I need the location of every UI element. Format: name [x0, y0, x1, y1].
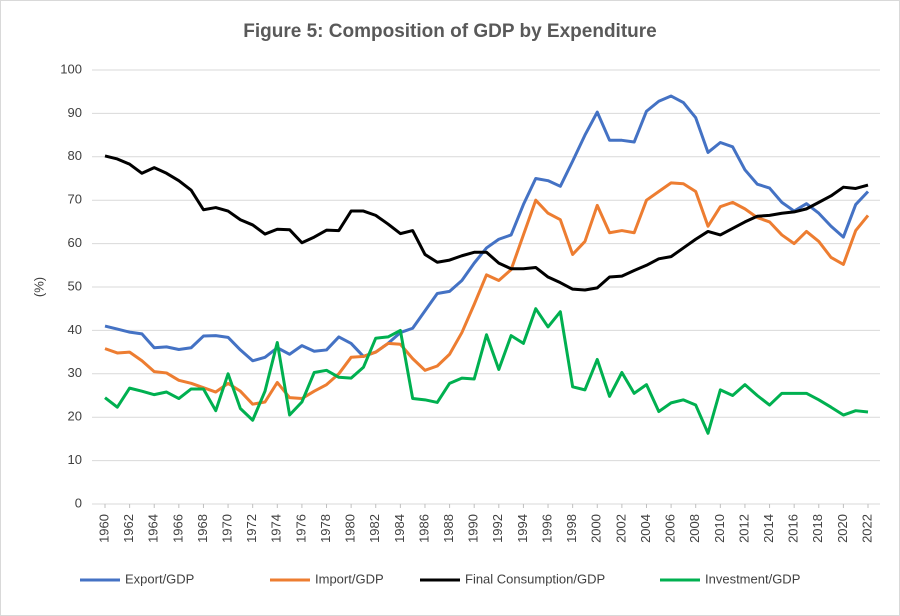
- x-tick-label: 1978: [318, 514, 333, 543]
- x-tick-label: 2016: [786, 514, 801, 543]
- x-tick-label: 2006: [663, 514, 678, 543]
- x-tick-label: 1960: [96, 514, 111, 543]
- x-tick-label: 1970: [220, 514, 235, 543]
- x-tick-label: 1996: [539, 514, 554, 543]
- x-tick-label: 2022: [859, 514, 874, 543]
- x-tick-label: 1982: [367, 514, 382, 543]
- x-tick-label: 2010: [712, 514, 727, 543]
- x-tick-label: 1984: [392, 514, 407, 543]
- series-line: [104, 307, 869, 435]
- x-tick-label: 1986: [416, 514, 431, 543]
- x-tick-label: 2002: [613, 514, 628, 543]
- y-tick-label: 60: [68, 235, 82, 250]
- y-tick-label: 40: [68, 322, 82, 337]
- x-tick-label: 1974: [269, 514, 284, 543]
- chart-title: Figure 5: Composition of GDP by Expendit…: [243, 21, 656, 42]
- x-tick-label: 1966: [170, 514, 185, 543]
- y-tick-label: 30: [68, 365, 82, 380]
- y-tick-label: 70: [68, 192, 82, 207]
- y-tick-label: 0: [75, 495, 82, 510]
- x-tick-label: 2008: [687, 514, 702, 543]
- y-tick-label: 90: [68, 105, 82, 120]
- x-tick-label: 1962: [121, 514, 136, 543]
- legend-label: Import/GDP: [315, 571, 384, 586]
- x-tick-label: 1992: [490, 514, 505, 543]
- legend-label: Final Consumption/GDP: [465, 571, 605, 586]
- y-tick-label: 10: [68, 452, 82, 467]
- x-tick-label: 1964: [146, 514, 161, 543]
- x-tick-label: 2018: [810, 514, 825, 543]
- y-tick-label: 80: [68, 148, 82, 163]
- x-tick-label: 2004: [638, 514, 653, 543]
- x-tick-label: 1972: [244, 514, 259, 543]
- x-tick-label: 1998: [564, 514, 579, 543]
- y-axis-label: (%): [31, 277, 46, 297]
- x-tick-label: 2000: [589, 514, 604, 543]
- x-tick-label: 1980: [343, 514, 358, 543]
- legend-label: Investment/GDP: [705, 571, 800, 586]
- x-tick-label: 1990: [466, 514, 481, 543]
- x-tick-label: 2012: [736, 514, 751, 543]
- series-line: [104, 154, 869, 292]
- y-tick-label: 100: [60, 61, 82, 76]
- y-tick-label: 50: [68, 278, 82, 293]
- x-tick-label: 1976: [293, 514, 308, 543]
- series-line: [104, 94, 870, 363]
- legend-label: Export/GDP: [125, 571, 194, 586]
- x-tick-label: 2014: [761, 514, 776, 543]
- x-tick-label: 1988: [441, 514, 456, 543]
- x-tick-label: 1994: [515, 514, 530, 543]
- y-tick-label: 20: [68, 409, 82, 424]
- x-tick-label: 2020: [835, 514, 850, 543]
- x-tick-label: 1968: [195, 514, 210, 543]
